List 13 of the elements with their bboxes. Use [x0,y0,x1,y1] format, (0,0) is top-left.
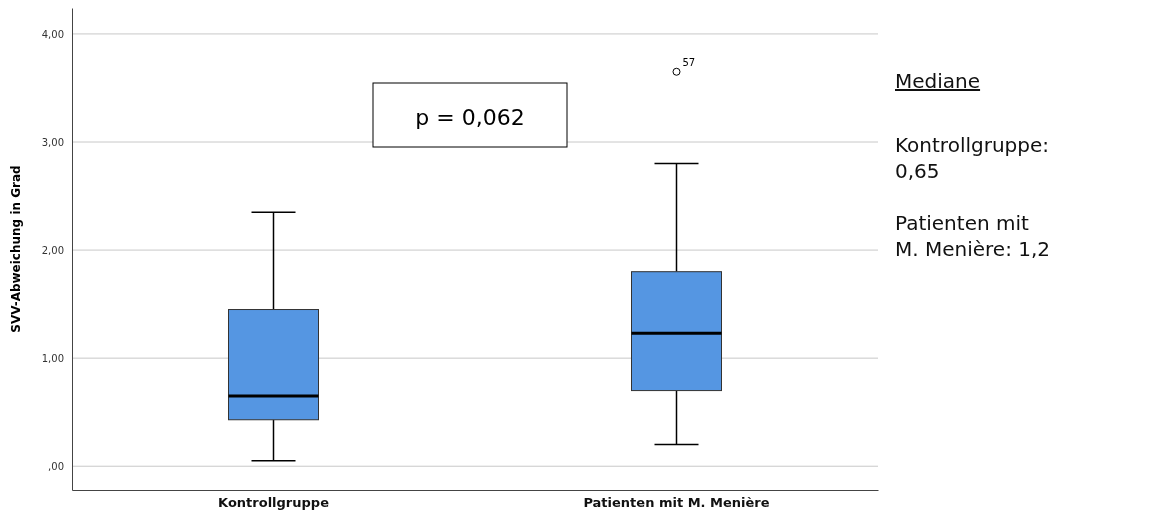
x-tick-label: Patienten mit M. Menière [583,495,770,511]
y-axis-title: SVV-Abweichung in Grad [9,165,23,333]
y-tick-label: 3,00 [41,136,64,148]
text: Patienten mit M. Menière: 1,2 [895,211,1051,261]
y-tick-label: ,00 [48,460,64,472]
y-tick-label: 2,00 [41,244,64,256]
annotation: p = 0,062 [415,105,525,130]
y-tick-label: 1,00 [41,352,64,364]
text: Kontrollgruppe: 0,65 [895,133,1050,183]
x-tick-label: Kontrollgruppe [218,495,330,511]
text: Mediane [895,69,981,93]
annotation: 57 [682,56,696,68]
y-tick-label: 4,00 [41,28,64,40]
